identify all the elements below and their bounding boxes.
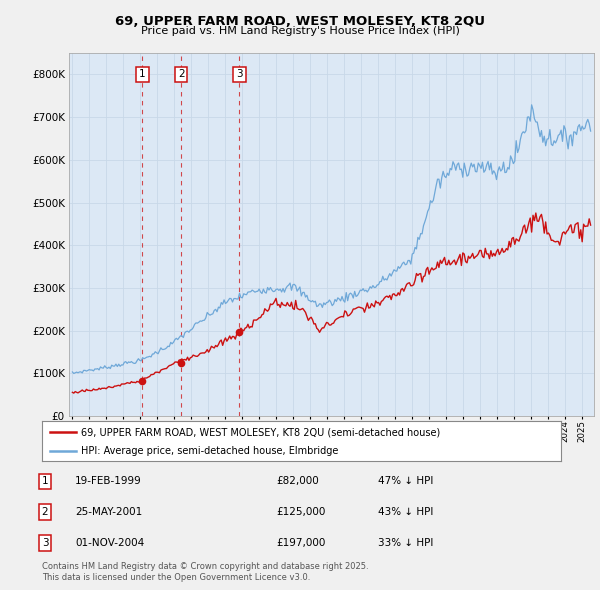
- Text: £82,000: £82,000: [276, 477, 319, 486]
- Text: 3: 3: [41, 538, 49, 548]
- Text: 47% ↓ HPI: 47% ↓ HPI: [378, 477, 433, 486]
- Text: Contains HM Land Registry data © Crown copyright and database right 2025.
This d: Contains HM Land Registry data © Crown c…: [42, 562, 368, 582]
- Text: £197,000: £197,000: [276, 538, 325, 548]
- Text: 2: 2: [178, 70, 184, 80]
- Text: 25-MAY-2001: 25-MAY-2001: [75, 507, 142, 517]
- Text: 1: 1: [139, 70, 146, 80]
- Text: HPI: Average price, semi-detached house, Elmbridge: HPI: Average price, semi-detached house,…: [81, 445, 338, 455]
- Text: 19-FEB-1999: 19-FEB-1999: [75, 477, 142, 486]
- Text: £125,000: £125,000: [276, 507, 325, 517]
- Text: 43% ↓ HPI: 43% ↓ HPI: [378, 507, 433, 517]
- Text: 01-NOV-2004: 01-NOV-2004: [75, 538, 144, 548]
- Text: 69, UPPER FARM ROAD, WEST MOLESEY, KT8 2QU (semi-detached house): 69, UPPER FARM ROAD, WEST MOLESEY, KT8 2…: [81, 427, 440, 437]
- Text: 69, UPPER FARM ROAD, WEST MOLESEY, KT8 2QU: 69, UPPER FARM ROAD, WEST MOLESEY, KT8 2…: [115, 15, 485, 28]
- Text: 3: 3: [236, 70, 243, 80]
- Text: 1: 1: [41, 477, 49, 486]
- Text: Price paid vs. HM Land Registry's House Price Index (HPI): Price paid vs. HM Land Registry's House …: [140, 26, 460, 36]
- Text: 33% ↓ HPI: 33% ↓ HPI: [378, 538, 433, 548]
- Text: 2: 2: [41, 507, 49, 517]
